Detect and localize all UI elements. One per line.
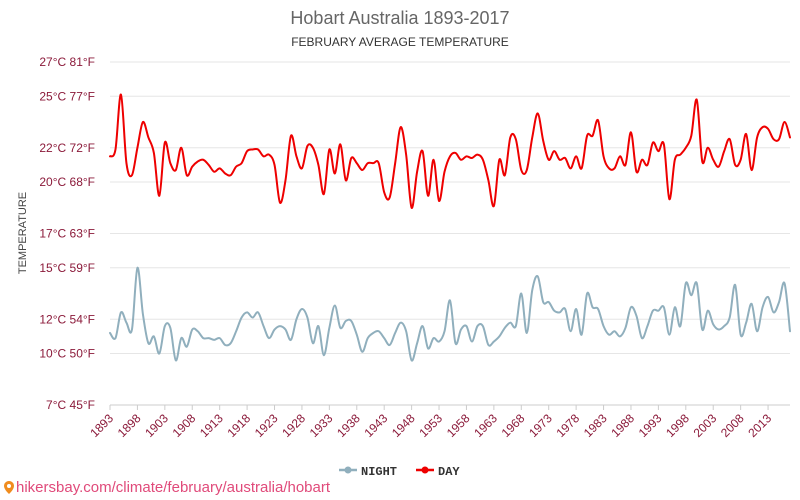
y-tick-label: 20°C 68°F xyxy=(39,175,95,189)
grid-lines xyxy=(110,61,790,406)
y-axis-label: TEMPERATURE xyxy=(17,192,29,274)
source-link[interactable]: hikersbay.com/climate/february/australia… xyxy=(4,479,330,496)
x-tick-label: 1933 xyxy=(307,411,336,440)
chart-title: Hobart Australia 1893-2017 xyxy=(290,8,510,28)
x-tick-label: 1908 xyxy=(170,411,199,440)
y-axis-ticks: 7°C 45°F 10°C 50°F 12°C 54°F 15°C 59°F 17°C … xyxy=(39,55,95,412)
x-tick-label: 1928 xyxy=(279,411,308,440)
y-tick-label: 15°C 59°F xyxy=(39,261,95,275)
x-tick-label: 1903 xyxy=(142,411,171,440)
map-pin-icon xyxy=(4,481,14,494)
legend-label-night: NIGHT xyxy=(361,465,397,479)
x-tick-label: 1978 xyxy=(553,411,582,440)
legend-item-night[interactable]: NIGHT xyxy=(339,465,397,479)
x-tick-label: 2008 xyxy=(718,411,747,440)
legend-marker-night xyxy=(344,466,352,474)
x-axis-ticks: 1893189819031908191319181923192819331938… xyxy=(87,404,790,440)
source-url: hikersbay.com/climate/february/australia… xyxy=(16,479,331,496)
x-tick-label: 1943 xyxy=(362,411,391,440)
x-tick-label: 1923 xyxy=(252,411,281,440)
y-tick-label: 12°C 54°F xyxy=(39,312,95,326)
x-tick-label: 2003 xyxy=(691,411,720,440)
x-tick-label: 1953 xyxy=(416,411,445,440)
y-tick-label: 25°C 77°F xyxy=(39,89,95,103)
x-tick-label: 1973 xyxy=(526,411,555,440)
y-tick-label: 27°C 81°F xyxy=(39,55,95,69)
x-tick-label: 1918 xyxy=(224,411,253,440)
x-tick-label: 1968 xyxy=(499,411,528,440)
x-tick-label: 1948 xyxy=(389,411,418,440)
x-tick-label: 1898 xyxy=(115,411,144,440)
legend-item-day[interactable]: DAY xyxy=(416,465,460,479)
x-tick-label: 1938 xyxy=(334,411,363,440)
series-line-night[interactable] xyxy=(109,266,791,362)
series-line-day[interactable] xyxy=(109,93,791,209)
series-lines xyxy=(109,93,791,362)
x-tick-label: 1983 xyxy=(581,411,610,440)
y-tick-label: 7°C 45°F xyxy=(46,398,95,412)
y-tick-label: 22°C 72°F xyxy=(39,141,95,155)
y-tick-label: 17°C 63°F xyxy=(39,227,95,241)
legend-label-day: DAY xyxy=(438,465,460,479)
x-tick-label: 1893 xyxy=(87,411,116,440)
x-tick-label: 2013 xyxy=(745,411,774,440)
y-tick-label: 10°C 50°F xyxy=(39,347,95,361)
x-tick-label: 1998 xyxy=(663,411,692,440)
x-tick-label: 1913 xyxy=(197,411,226,440)
x-tick-label: 1993 xyxy=(636,411,665,440)
legend: NIGHT DAY xyxy=(339,465,460,479)
legend-marker-day xyxy=(421,466,429,474)
x-tick-label: 1958 xyxy=(444,411,473,440)
chart-subtitle: FEBRUARY AVERAGE TEMPERATURE xyxy=(291,35,509,49)
x-tick-label: 1988 xyxy=(608,411,637,440)
x-tick-label: 1963 xyxy=(471,411,500,440)
